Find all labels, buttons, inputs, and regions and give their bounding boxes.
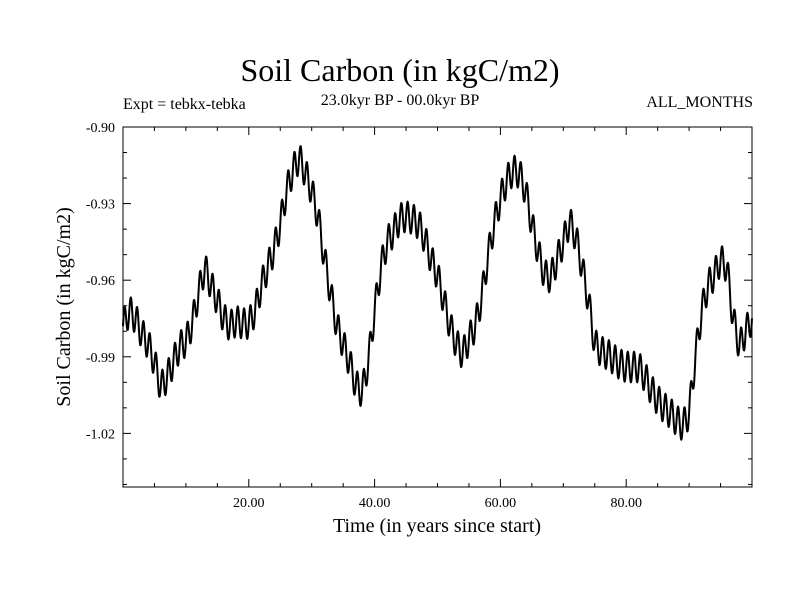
x-tick-label: 60.00 [485, 496, 517, 511]
y-tick-label: -0.99 [86, 351, 115, 366]
months-label: ALL_MONTHS [646, 94, 753, 111]
period-label: 23.0kyr BP - 00.0kyr BP [320, 92, 480, 109]
x-axis-label: Time (in years since start) [333, 515, 541, 537]
x-tick-label: 20.00 [233, 496, 265, 511]
y-tick-label: -0.96 [86, 274, 115, 289]
axis-ticks [123, 126, 752, 487]
series-line [122, 145, 753, 441]
x-tick-label: 40.00 [359, 496, 391, 511]
x-tick-label: 80.00 [610, 496, 642, 511]
chart-title: Soil Carbon (in kgC/m2) [240, 52, 560, 88]
y-axis-label: Soil Carbon (in kgC/m2) [53, 207, 75, 406]
experiment-label: Expt = tebkx-tebka [123, 96, 246, 113]
y-tick-label: -1.02 [86, 427, 115, 442]
y-tick-label: -0.93 [86, 198, 115, 213]
y-tick-label: -0.90 [86, 121, 115, 136]
tick-labels: -0.90 -0.93 -0.96 -0.99 -1.02 20.00 40.00 60.00… [86, 121, 642, 511]
